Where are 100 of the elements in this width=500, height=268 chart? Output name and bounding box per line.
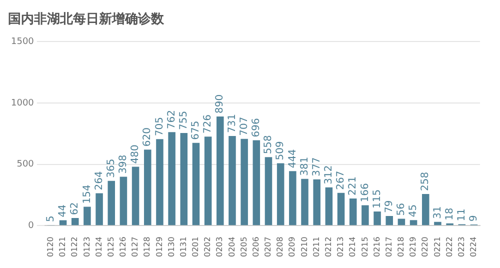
bar: [374, 212, 381, 226]
data-label: 762: [166, 110, 178, 130]
x-tick-label: 0131: [178, 236, 188, 257]
x-tick-label: 0125: [106, 236, 116, 257]
bar: [59, 220, 67, 226]
x-tick-label: 0130: [166, 236, 176, 257]
x-tick-label: 0217: [384, 236, 394, 257]
bar: [192, 142, 200, 226]
bar: [313, 179, 320, 226]
bar: [240, 138, 248, 226]
data-label: 9: [468, 215, 480, 222]
x-tick-label: 0201: [191, 236, 200, 257]
x-tick-label: 0213: [336, 236, 346, 257]
bar: [337, 192, 345, 226]
y-tick-label: 1000: [11, 98, 34, 108]
x-tick-label: 0209: [288, 236, 297, 257]
data-label: 381: [299, 156, 310, 176]
data-label: 62: [70, 202, 81, 216]
bar: [71, 218, 79, 226]
x-tick-label: 0222: [444, 236, 454, 257]
bar: [96, 193, 103, 226]
bar: [276, 163, 284, 226]
x-tick-label: 0121: [58, 236, 68, 257]
bar: [362, 205, 369, 226]
data-label: 755: [178, 110, 190, 130]
x-tick-label: 0204: [227, 236, 236, 257]
x-tick-label: 0206: [251, 236, 260, 257]
data-label: 44: [58, 204, 69, 218]
x-tick-label: 0224: [469, 236, 478, 257]
data-label: 726: [202, 114, 214, 134]
bar: [120, 176, 128, 226]
x-tick-label: 0216: [372, 236, 382, 257]
bar: [144, 150, 152, 226]
data-label: 444: [287, 149, 298, 168]
x-tick-label: 0210: [300, 236, 309, 257]
x-tick-label: 0126: [118, 236, 128, 257]
data-label: 45: [408, 204, 420, 218]
x-tick-label: 0219: [408, 236, 418, 257]
x-tick-label: 0215: [360, 236, 370, 257]
x-tick-label: 0122: [70, 236, 80, 257]
data-label: 398: [118, 154, 130, 174]
x-tick-label: 0223: [456, 236, 466, 257]
data-label: 79: [384, 200, 395, 213]
y-tick-label: 0: [28, 220, 34, 231]
y-tick-label: 500: [16, 160, 34, 170]
x-tick-label: 0212: [324, 236, 334, 257]
bar: [132, 166, 140, 226]
x-tick-label: 0207: [264, 236, 273, 257]
data-label: 675: [190, 120, 202, 140]
data-label: 11: [456, 208, 468, 222]
data-label: 377: [311, 157, 322, 176]
bar: [422, 194, 430, 226]
bar: [349, 198, 357, 226]
data-label: 258: [420, 172, 432, 191]
data-label: 31: [432, 206, 444, 219]
x-tick-label: 0129: [154, 236, 164, 257]
x-tick-label: 0221: [432, 236, 442, 257]
x-tick-label: 0127: [130, 236, 140, 257]
data-label: 264: [94, 171, 105, 190]
x-tick-label: 0214: [348, 236, 358, 257]
data-label: 705: [154, 117, 166, 136]
x-tick-label: 0205: [239, 236, 248, 257]
data-label: 696: [251, 118, 262, 138]
x-tick-label: 0123: [82, 236, 92, 257]
data-label: 620: [142, 127, 154, 147]
bar: [325, 187, 333, 226]
bar: [168, 132, 176, 226]
data-label: 312: [324, 165, 335, 184]
bar: [434, 222, 442, 226]
data-label: 365: [106, 158, 117, 178]
bar: [398, 218, 406, 226]
bar: [84, 206, 91, 226]
x-tick-label: 0211: [312, 236, 321, 257]
data-label: 166: [360, 183, 371, 202]
x-tick-label: 0208: [276, 236, 285, 257]
x-tick-label: 0203: [215, 236, 224, 257]
bar: [180, 133, 188, 226]
x-tick-label: 0128: [142, 236, 152, 257]
bar: [108, 180, 116, 226]
data-label: 707: [238, 116, 250, 136]
x-tick-label: 0120: [46, 236, 56, 257]
data-label: 480: [130, 144, 142, 164]
chart-title: 国内非湖北每日新增确诊数: [8, 11, 165, 28]
bar: [301, 178, 308, 226]
bar: [228, 136, 236, 226]
bar: [204, 136, 212, 226]
x-tick-label: 0124: [94, 236, 104, 257]
bar: [289, 171, 296, 226]
bar: [410, 220, 418, 226]
data-label: 56: [396, 203, 408, 216]
bar: [264, 157, 272, 226]
data-label: 890: [214, 94, 226, 114]
data-label: 5: [46, 216, 57, 222]
data-label: 267: [336, 170, 347, 190]
x-tick-label: 0218: [396, 236, 406, 257]
bar: [216, 116, 224, 226]
data-label: 154: [82, 184, 93, 204]
y-tick-label: 1500: [11, 36, 34, 47]
data-label: 558: [263, 135, 274, 154]
data-label: 731: [226, 114, 238, 133]
